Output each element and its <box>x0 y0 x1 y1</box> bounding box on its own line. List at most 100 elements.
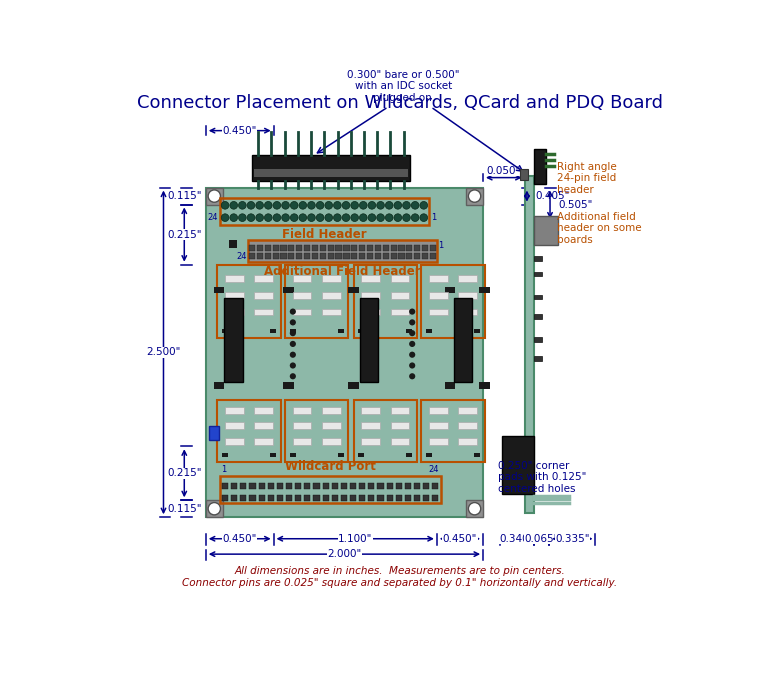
Bar <box>362 422 380 429</box>
Bar <box>354 264 417 338</box>
Bar <box>269 452 276 457</box>
Bar <box>406 245 412 251</box>
Bar <box>312 253 318 259</box>
Circle shape <box>376 214 384 222</box>
Bar <box>255 438 273 445</box>
Bar <box>322 438 341 445</box>
Bar <box>344 245 350 251</box>
Bar <box>219 475 440 503</box>
Bar <box>222 483 228 489</box>
Bar <box>430 245 436 251</box>
Text: Connector Placement on Wildcards, QCard and PDQ Board: Connector Placement on Wildcards, QCard … <box>137 94 663 112</box>
Bar <box>398 245 405 251</box>
Bar <box>229 240 237 247</box>
Bar <box>396 483 401 489</box>
Circle shape <box>290 352 296 358</box>
Bar <box>206 188 223 205</box>
Circle shape <box>333 201 341 210</box>
Bar <box>255 407 273 414</box>
Text: 0.050": 0.050" <box>487 165 521 176</box>
Text: All dimensions are in inches.  Measurements are to pin centers.: All dimensions are in inches. Measuremen… <box>234 567 565 576</box>
Circle shape <box>221 214 229 222</box>
Bar <box>362 308 380 315</box>
Circle shape <box>342 214 350 222</box>
Circle shape <box>333 214 341 222</box>
Bar <box>206 188 483 517</box>
Circle shape <box>394 214 401 222</box>
Text: Right angle
24-pin field
header: Right angle 24-pin field header <box>557 162 617 195</box>
Bar <box>406 452 412 457</box>
Circle shape <box>359 201 367 210</box>
Bar <box>358 329 365 333</box>
Bar <box>390 292 409 298</box>
Circle shape <box>316 201 324 210</box>
Circle shape <box>409 363 415 369</box>
Bar <box>377 495 383 501</box>
Circle shape <box>385 214 393 222</box>
Bar <box>209 426 219 440</box>
Bar <box>222 452 228 457</box>
Bar <box>225 407 244 414</box>
Bar <box>414 245 420 251</box>
Bar <box>217 264 280 338</box>
Circle shape <box>209 190 220 202</box>
Circle shape <box>265 201 272 210</box>
Bar <box>319 253 326 259</box>
Bar <box>248 240 437 262</box>
Text: 24: 24 <box>208 213 218 222</box>
Bar <box>534 356 541 361</box>
Bar <box>337 452 344 457</box>
Circle shape <box>282 214 290 222</box>
Bar <box>286 483 292 489</box>
Bar <box>222 329 228 333</box>
Bar <box>444 382 455 388</box>
Bar <box>367 253 373 259</box>
Bar <box>254 169 408 177</box>
Bar <box>341 495 347 501</box>
Bar <box>255 275 273 281</box>
Bar <box>422 253 428 259</box>
Circle shape <box>221 201 229 210</box>
Circle shape <box>290 373 296 380</box>
Text: 1: 1 <box>221 465 226 474</box>
Bar <box>362 407 380 414</box>
Bar <box>304 253 310 259</box>
Bar <box>257 245 263 251</box>
Bar <box>422 245 428 251</box>
Bar <box>296 245 302 251</box>
Circle shape <box>469 502 481 515</box>
Circle shape <box>238 201 246 210</box>
Bar <box>534 272 541 276</box>
Text: Additional field
header on some
boards: Additional field header on some boards <box>557 212 641 245</box>
Bar <box>293 292 312 298</box>
Circle shape <box>308 214 316 222</box>
Bar <box>280 253 287 259</box>
Bar <box>350 495 356 501</box>
Bar <box>290 329 296 333</box>
Circle shape <box>273 201 280 210</box>
Circle shape <box>420 214 428 222</box>
Bar <box>480 382 490 388</box>
Circle shape <box>368 214 376 222</box>
Bar <box>398 253 405 259</box>
Bar <box>359 245 366 251</box>
Text: 0.450": 0.450" <box>443 534 477 544</box>
Bar <box>406 329 412 333</box>
Bar <box>288 253 294 259</box>
Bar <box>348 382 359 388</box>
Bar <box>323 495 329 501</box>
Text: 1.100": 1.100" <box>338 534 373 544</box>
Text: 0.450": 0.450" <box>223 534 257 544</box>
Bar <box>362 275 380 281</box>
Bar <box>231 495 237 501</box>
Circle shape <box>403 214 410 222</box>
Circle shape <box>409 308 415 315</box>
Bar <box>323 483 329 489</box>
Bar <box>501 437 534 494</box>
Circle shape <box>290 363 296 369</box>
Bar <box>414 253 420 259</box>
Bar <box>225 292 244 298</box>
Bar <box>390 422 409 429</box>
Text: 2.000": 2.000" <box>327 549 362 559</box>
Bar <box>312 245 318 251</box>
